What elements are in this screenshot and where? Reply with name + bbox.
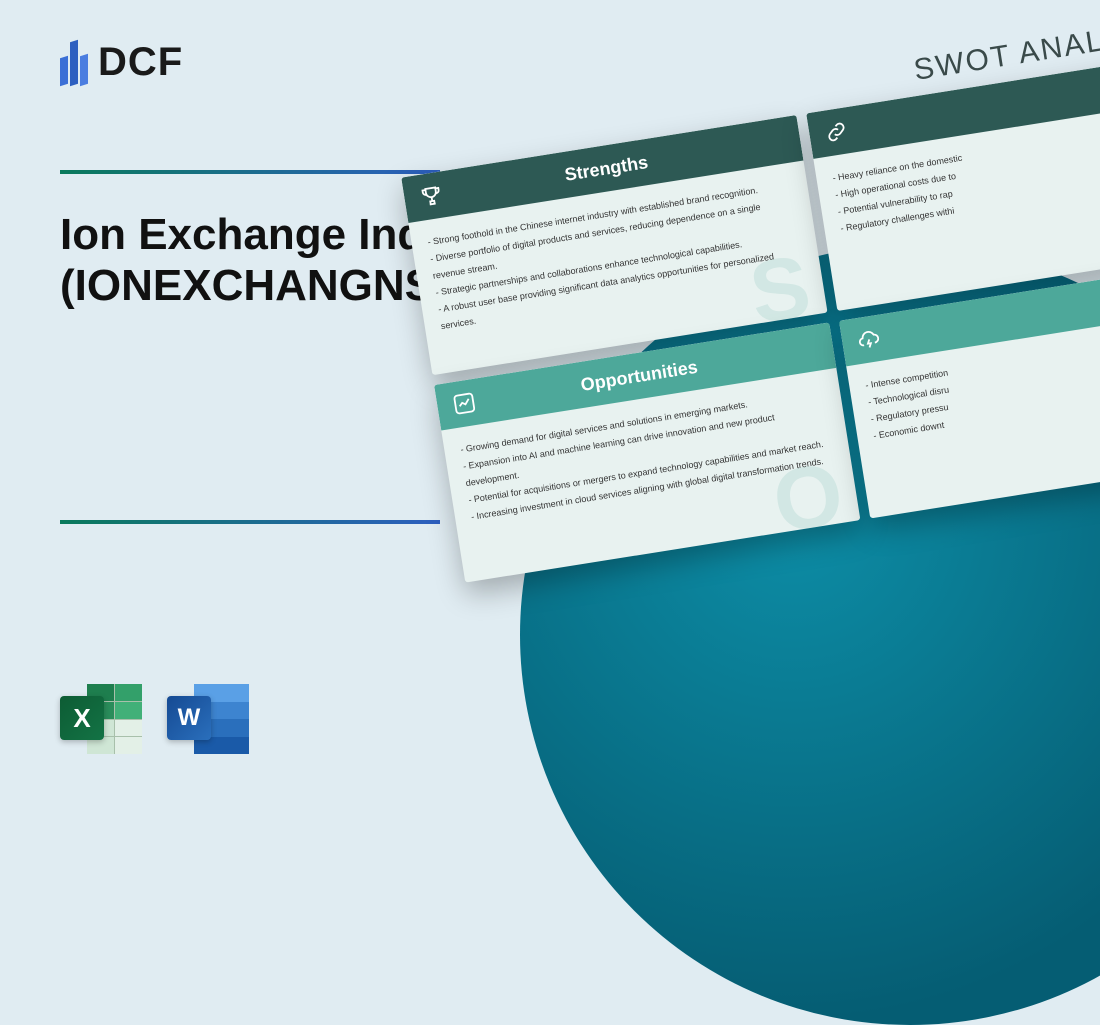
excel-badge-letter: X [60, 696, 104, 740]
logo-bars-icon [60, 41, 88, 85]
divider-top [60, 170, 440, 174]
chart-icon [449, 389, 479, 419]
file-icons-row: X W [60, 678, 249, 760]
cloud-lightning-icon [854, 325, 884, 355]
trophy-icon [417, 181, 447, 211]
link-icon [822, 117, 852, 147]
excel-icon: X [60, 678, 142, 760]
swot-bg-letter: S [744, 242, 816, 338]
logo-text: DCF [98, 40, 183, 85]
divider-bottom [60, 520, 440, 524]
word-badge-letter: W [167, 696, 211, 740]
word-icon: W [167, 678, 249, 760]
logo: DCF [60, 40, 183, 85]
swot-panel: SWOT ANALYSIS Strengths Strong foothold … [395, 9, 1100, 582]
